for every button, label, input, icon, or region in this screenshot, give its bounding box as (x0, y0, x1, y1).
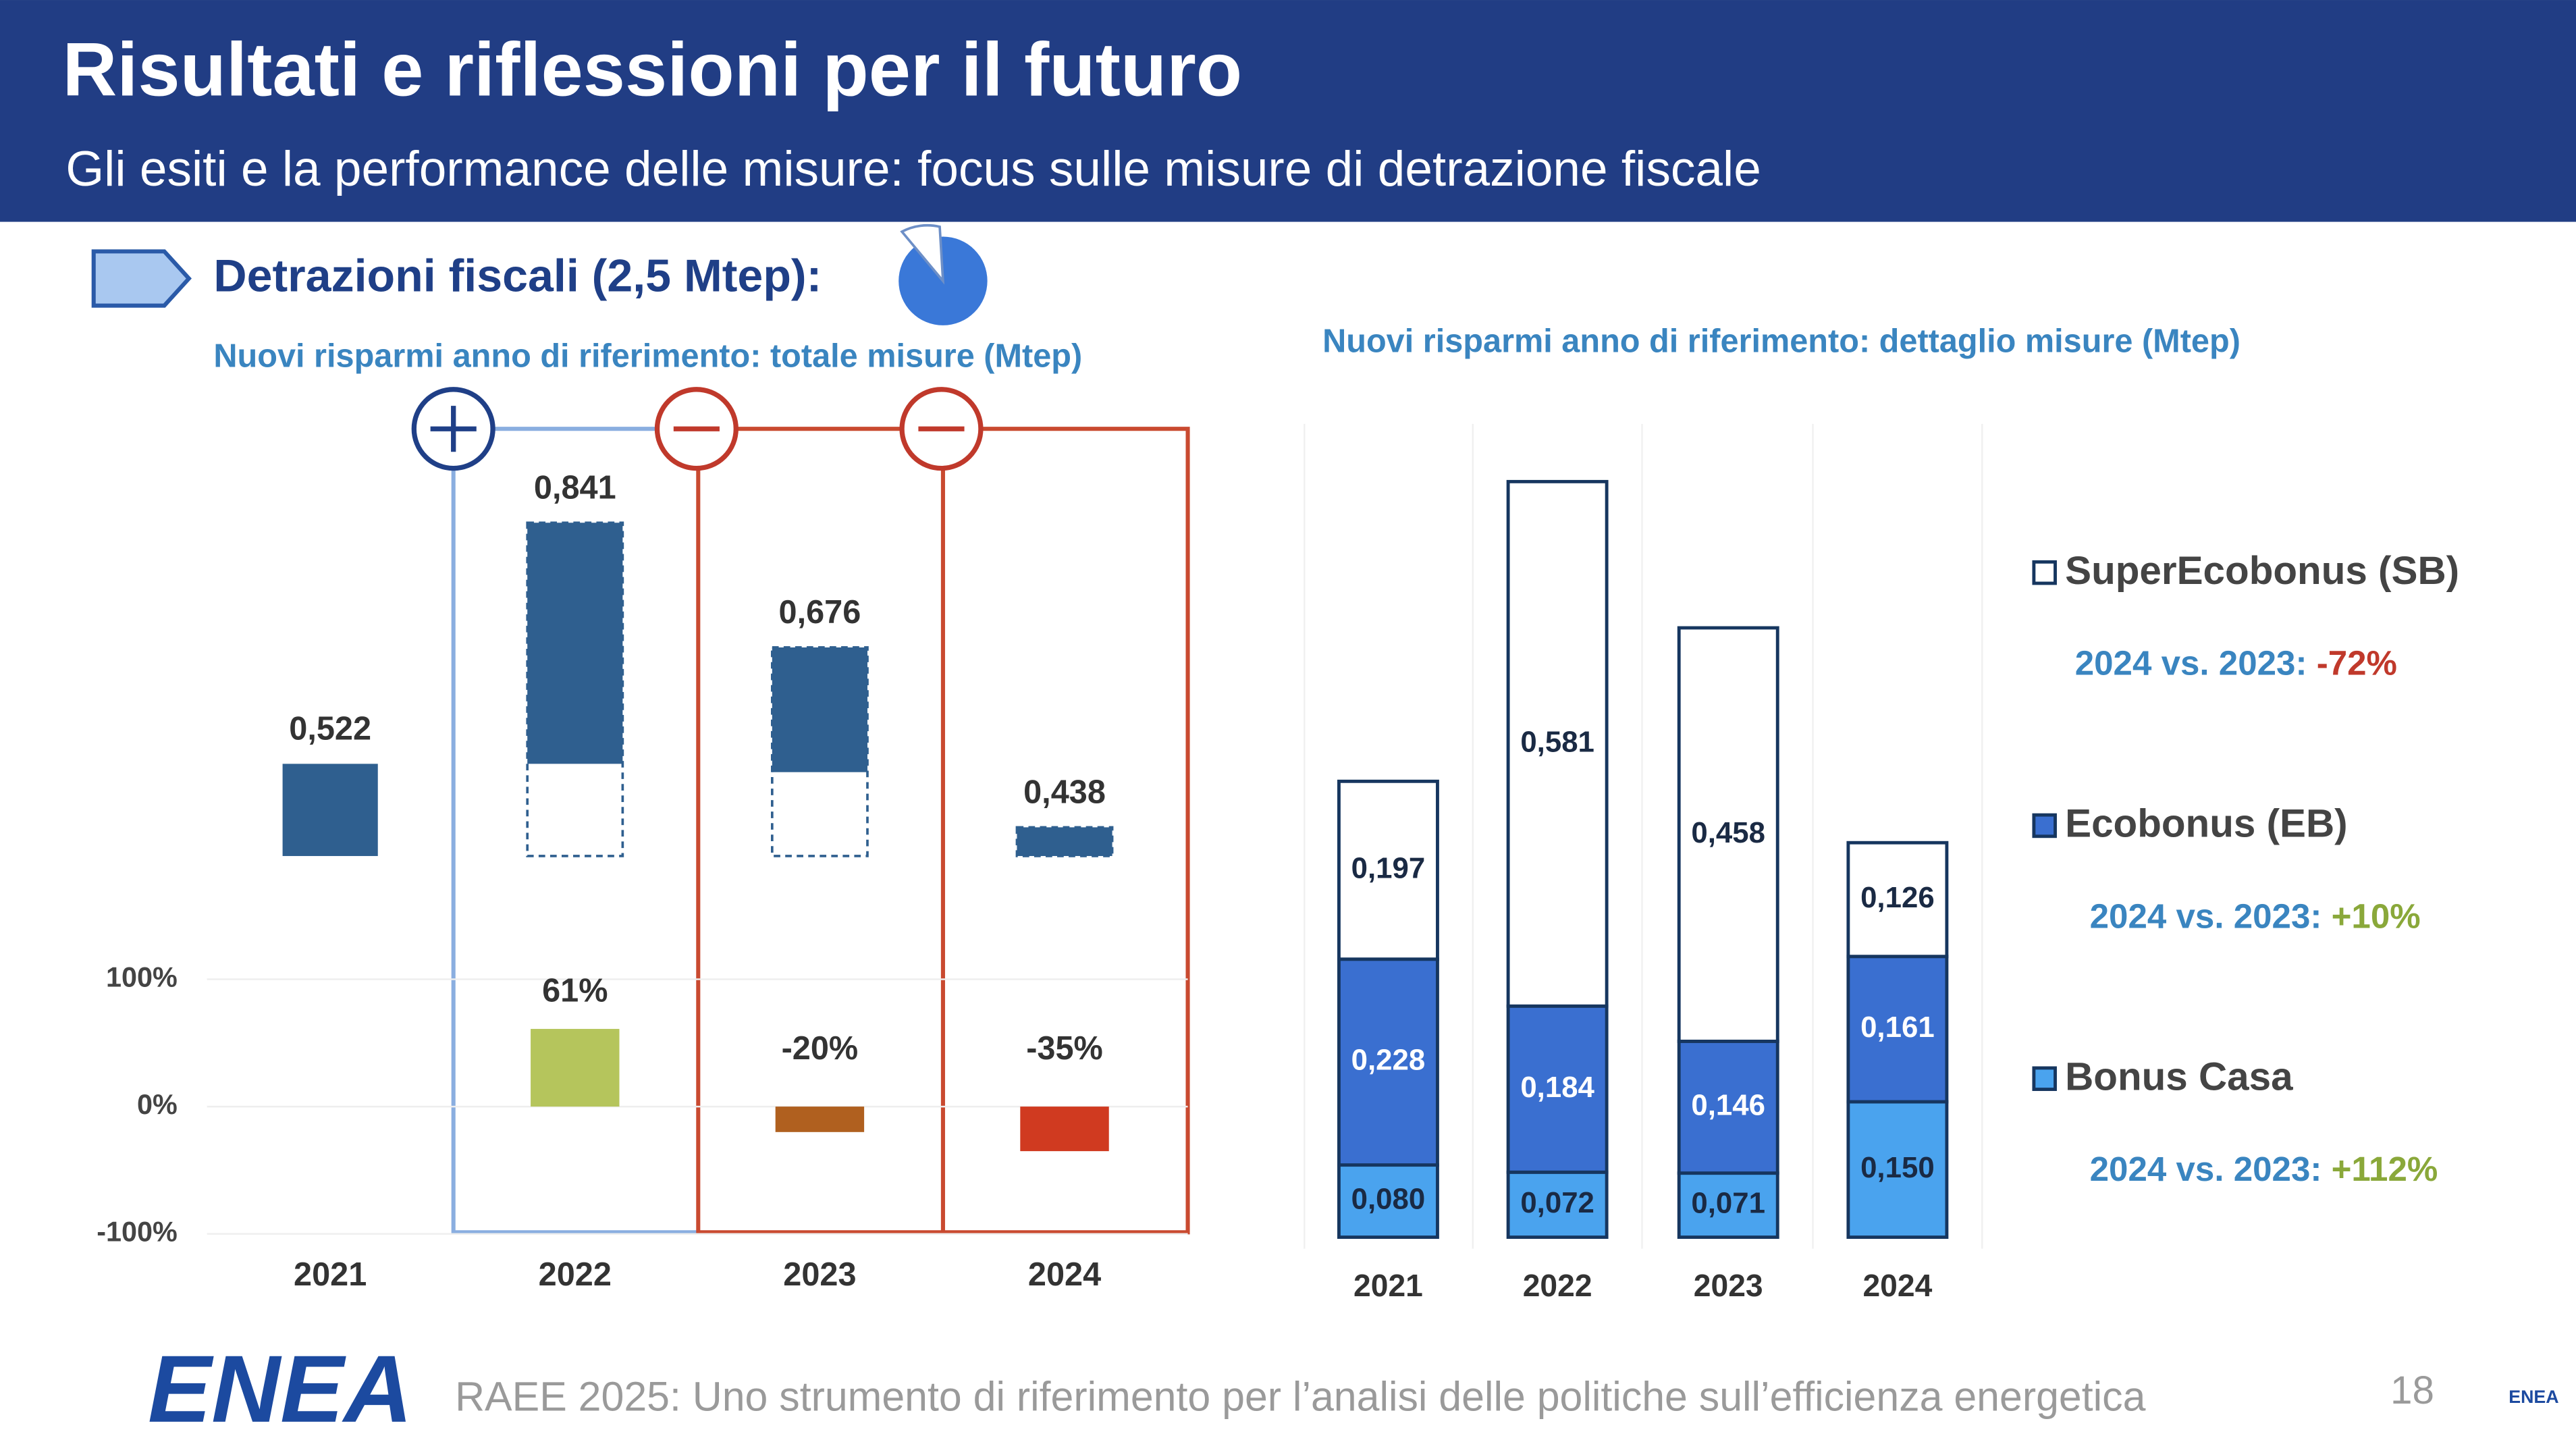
x-tick-label: 2022 (539, 1256, 612, 1293)
legend-note: 2024 vs. 2023: +112% (2090, 1150, 2438, 1188)
note-change: -72% (2317, 643, 2397, 682)
legend-label: Bonus Casa (2065, 1055, 2293, 1098)
chart-title: Nuovi risparmi anno di riferimento: dett… (1322, 323, 2240, 360)
note-text: 2024 vs. 2023: (2090, 1150, 2322, 1188)
legend-swatch (2032, 560, 2057, 585)
bar-segment (1677, 1039, 1779, 1175)
frame-line (451, 427, 699, 1235)
x-tick-label: 2024 (1028, 1256, 1101, 1293)
bar (1017, 827, 1112, 856)
legend-label: Ecobonus (EB) (2065, 802, 2347, 846)
value-label: 0,146 (1691, 1089, 1765, 1122)
value-label: 0,522 (289, 711, 371, 747)
note-text: 2024 vs. 2023: (2090, 897, 2322, 935)
value-label: 0,072 (1520, 1186, 1594, 1219)
value-label: 0,197 (1351, 852, 1426, 885)
bar (772, 647, 867, 772)
bar-segment (1677, 626, 1779, 1043)
pie-slice-icon (900, 224, 945, 285)
bar-segment (1506, 479, 1609, 1008)
bar (775, 1107, 865, 1132)
note-change: +10% (2332, 897, 2421, 935)
subtitle: Gli esiti e la performance delle misure:… (65, 142, 1761, 196)
value-label: 61% (542, 972, 608, 1009)
logo: ENEA (148, 1335, 412, 1438)
x-tick-label: 2024 (1862, 1268, 1932, 1303)
x-tick-label: 2023 (1694, 1268, 1763, 1303)
y-tick-label: -100% (97, 1217, 178, 1248)
footer-text: RAEE 2025: Uno strumento di riferimento … (455, 1374, 2145, 1420)
plus-sign (430, 406, 477, 452)
value-label: 0,841 (534, 469, 616, 506)
legend-note: 2024 vs. 2023: +10% (2090, 897, 2421, 935)
bar-segment (1337, 1163, 1439, 1240)
value-label: 0,161 (1860, 1011, 1935, 1044)
value-label: -35% (1026, 1030, 1103, 1067)
bar (282, 764, 378, 856)
value-label: 0,676 (779, 594, 861, 631)
y-tick-label: 100% (106, 961, 178, 992)
frame-line (696, 427, 1190, 1235)
x-tick-label: 2021 (1353, 1268, 1423, 1303)
section-label: Detrazioni fiscali (2,5 Mtep): (213, 250, 822, 302)
value-label: 0,458 (1691, 816, 1765, 849)
value-label: 0,126 (1860, 881, 1935, 914)
bar (527, 523, 623, 764)
header-band (0, 0, 2576, 222)
value-label: 0,150 (1860, 1151, 1935, 1184)
value-label: 0,080 (1351, 1183, 1426, 1216)
legend-swatch (2032, 813, 2057, 838)
chart-title: Nuovi risparmi anno di riferimento: tota… (213, 338, 1082, 374)
value-label: 0,438 (1023, 774, 1106, 811)
x-tick-label: 2022 (1523, 1268, 1592, 1303)
logo-small: ENEA (2508, 1387, 2558, 1407)
value-label: 0,071 (1691, 1187, 1765, 1220)
value-label: -20% (782, 1030, 859, 1067)
value-label: 0,581 (1520, 725, 1594, 758)
legend-swatch (2032, 1066, 2057, 1091)
note-text: 2024 vs. 2023: (2075, 643, 2307, 682)
bar-segment (1846, 841, 1949, 959)
bar-segment (1337, 957, 1439, 1167)
y-tick-label: 0% (137, 1089, 178, 1120)
legend-label: SuperEcobonus (SB) (2065, 549, 2459, 593)
bar-segment (1506, 1170, 1609, 1240)
title: Risultati e riflessioni per il futuro (62, 28, 1242, 112)
bar (531, 1029, 620, 1107)
legend-note: 2024 vs. 2023: -72% (2075, 643, 2397, 682)
page-number: 18 (2390, 1368, 2434, 1412)
bar-segment (1337, 779, 1439, 961)
value-label: 0,228 (1351, 1044, 1426, 1077)
bar (1020, 1107, 1109, 1152)
x-tick-label: 2021 (294, 1256, 367, 1293)
x-tick-label: 2023 (783, 1256, 856, 1293)
bar-segment (1506, 1004, 1609, 1174)
note-change: +112% (2332, 1150, 2438, 1188)
section-arrow (91, 249, 192, 308)
value-label: 0,184 (1520, 1071, 1594, 1104)
bar-segment (1677, 1171, 1779, 1240)
bar-segment (1846, 1100, 1949, 1240)
